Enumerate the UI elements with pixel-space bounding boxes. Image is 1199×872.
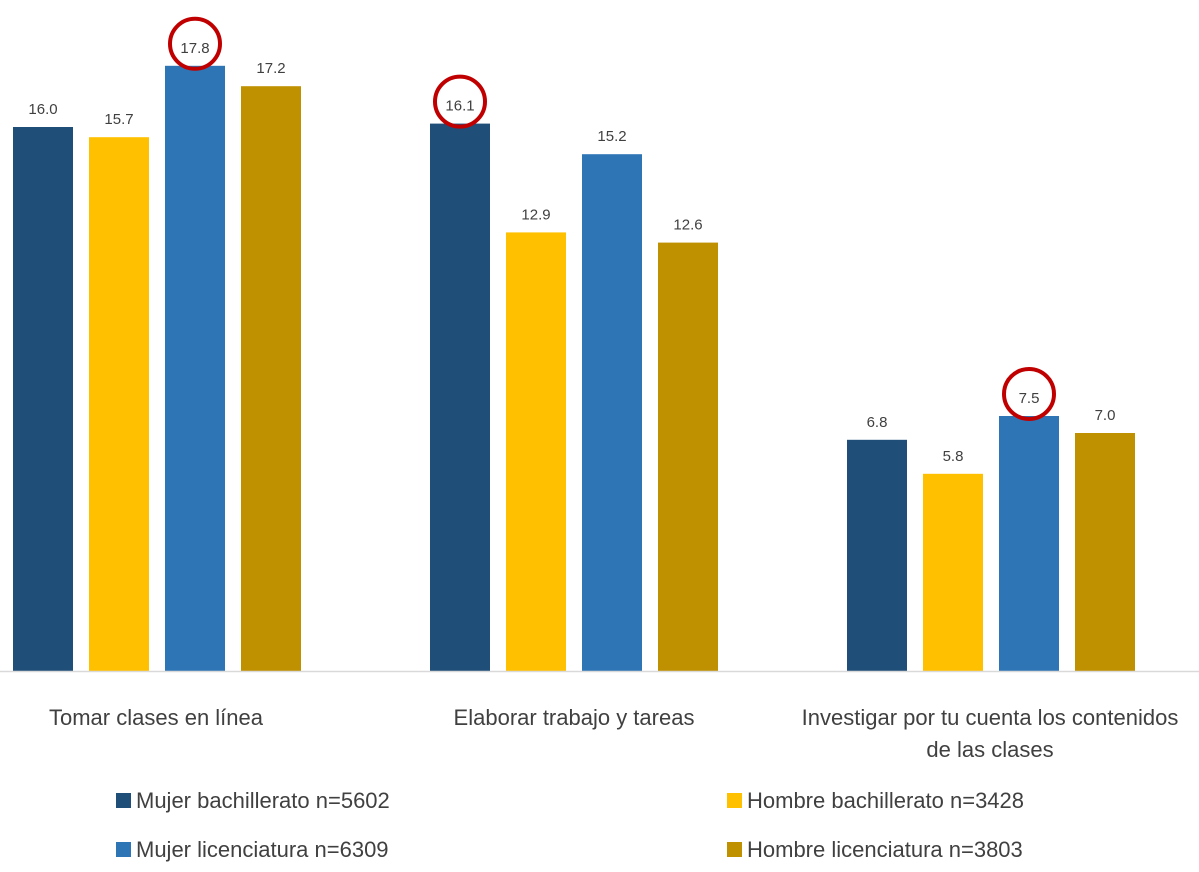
highlight-circle [168, 16, 222, 71]
highlight-circles-layer [168, 16, 1056, 421]
legend-label: Hombre bachillerato n=3428 [747, 788, 1024, 813]
bar [1075, 433, 1135, 671]
highlight-circle [433, 74, 487, 129]
category-label: Elaborar trabajo y tareas [454, 705, 695, 730]
bar [13, 127, 73, 671]
data-label: 12.6 [673, 217, 702, 234]
legend-label: Mujer bachillerato n=5602 [136, 788, 390, 813]
data-label: 12.9 [521, 206, 550, 223]
category-label: Investigar por tu cuenta los contenidos [802, 705, 1179, 730]
category-labels-layer: Tomar clases en línea Elaborar trabajo y … [49, 705, 1178, 762]
bar [658, 242, 718, 671]
legend-swatch [727, 793, 742, 808]
bar [999, 416, 1059, 671]
legend-swatch [727, 842, 742, 857]
value-labels-layer: 16.0 16.1 6.8 15.7 12.9 5.8 17.8 15.2 7.5 17.2 12.… [28, 40, 1115, 465]
legend-swatch [116, 793, 131, 808]
data-label: 16.0 [28, 101, 57, 118]
data-label: 6.8 [867, 414, 888, 431]
bar [923, 473, 983, 671]
bar [847, 439, 907, 671]
category-label: Tomar clases en línea [49, 705, 264, 730]
data-label: 7.0 [1095, 407, 1116, 424]
bar [430, 123, 490, 672]
legend: Mujer bachillerato n=5602 Hombre bachille… [116, 788, 1024, 862]
bar [241, 86, 301, 671]
legend-label: Hombre licenciatura n=3803 [747, 837, 1023, 862]
category-label: de las clases [926, 737, 1053, 762]
bar [582, 154, 642, 671]
bar [165, 65, 225, 672]
bars-layer [13, 65, 1135, 672]
bar [89, 137, 149, 671]
data-label: 17.8 [180, 40, 209, 57]
data-label: 15.7 [104, 111, 133, 128]
data-label: 7.5 [1019, 390, 1040, 407]
data-label: 16.1 [445, 98, 474, 115]
data-label: 17.2 [256, 60, 285, 77]
data-label: 5.8 [943, 448, 964, 465]
legend-swatch [116, 842, 131, 857]
legend-label: Mujer licenciatura n=6309 [136, 837, 389, 862]
bar [506, 232, 566, 671]
highlight-circle [1002, 367, 1056, 421]
data-label: 15.2 [597, 128, 626, 145]
